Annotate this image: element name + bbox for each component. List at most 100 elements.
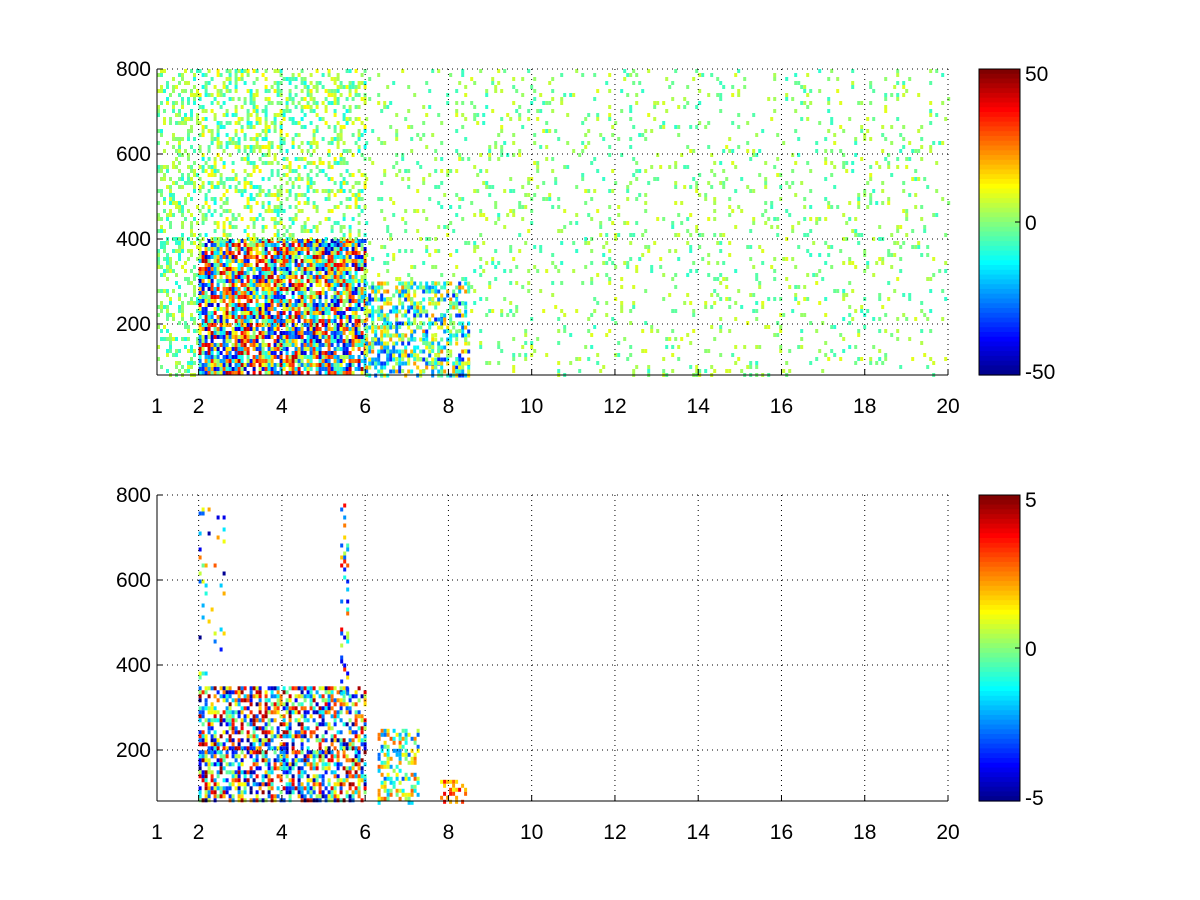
- heatmap-cell: [333, 181, 337, 185]
- heatmap-cell: [905, 157, 909, 161]
- heatmap-cell: [309, 229, 313, 233]
- heatmap-cell: [713, 217, 717, 221]
- heatmap-cell: [342, 315, 346, 319]
- heatmap-cell: [324, 351, 328, 355]
- heatmap-cell: [351, 275, 355, 279]
- heatmap-cell: [333, 97, 337, 101]
- heatmap-cell: [851, 169, 855, 173]
- heatmap-cell: [216, 279, 220, 283]
- heatmap-cell: [386, 229, 390, 233]
- heatmap-cell: [282, 259, 286, 263]
- heatmap-cell: [160, 101, 163, 105]
- heatmap-cell: [252, 347, 256, 351]
- heatmap-cell: [881, 133, 885, 137]
- colorbar-swatch: [979, 207, 1020, 214]
- heatmap-cell: [518, 105, 522, 109]
- heatmap-cell: [243, 229, 247, 233]
- heatmap-cell: [425, 361, 429, 366]
- heatmap-cells: [198, 503, 468, 805]
- heatmap-cell: [228, 363, 232, 367]
- heatmap-cell: [198, 255, 202, 259]
- heatmap-cell: [620, 109, 624, 113]
- heatmap-cell: [181, 153, 184, 157]
- heatmap-cell: [345, 161, 349, 165]
- heatmap-cell: [201, 299, 205, 303]
- heatmap-cell: [494, 205, 498, 209]
- heatmap-cell: [449, 301, 453, 305]
- heatmap-cell: [455, 293, 459, 297]
- heatmap-cell: [243, 347, 247, 351]
- heatmap-cell: [572, 93, 576, 97]
- colorbar-swatch: [979, 73, 1020, 80]
- heatmap-cell: [635, 365, 639, 369]
- heatmap-cell: [198, 363, 202, 367]
- heatmap-cell: [351, 193, 355, 197]
- heatmap-cell: [371, 281, 375, 286]
- heatmap-cell: [213, 169, 217, 173]
- heatmap-cell: [246, 89, 250, 93]
- heatmap-cell: [437, 325, 441, 330]
- heatmap-cell: [303, 247, 307, 251]
- heatmap-cell: [178, 73, 181, 77]
- heatmap-cell: [234, 335, 238, 339]
- heatmap-cell: [222, 359, 226, 363]
- heatmap-cell: [752, 221, 756, 225]
- heatmap-cell: [794, 81, 798, 85]
- heatmap-cell: [213, 355, 217, 359]
- heatmap-cell: [228, 243, 232, 247]
- heatmap-cell: [389, 197, 393, 201]
- heatmap-cell: [336, 247, 340, 251]
- heatmap-cell: [222, 283, 226, 287]
- heatmap-cell: [258, 133, 262, 137]
- heatmap-cell: [500, 129, 504, 133]
- heatmap-cell: [315, 355, 319, 359]
- heatmap-cell: [363, 351, 367, 355]
- heatmap-cell: [383, 361, 387, 366]
- heatmap-cell: [512, 141, 516, 145]
- heatmap-cell: [440, 337, 444, 342]
- heatmap-cell: [228, 339, 232, 343]
- heatmap-cell: [318, 359, 322, 363]
- heatmap-cell: [318, 81, 322, 85]
- heatmap-cell: [336, 77, 340, 81]
- heatmap-cell: [542, 181, 546, 185]
- heatmap-cell: [419, 337, 423, 342]
- heatmap-cell: [204, 355, 208, 359]
- heatmap-cell: [488, 153, 492, 157]
- heatmap-cell: [181, 365, 184, 369]
- heatmap-cell: [181, 309, 184, 313]
- heatmap-cell: [357, 137, 361, 141]
- heatmap-cell: [222, 93, 226, 97]
- heatmap-cell: [264, 133, 268, 137]
- heatmap-cell: [315, 311, 319, 315]
- heatmap-cell: [374, 357, 378, 362]
- heatmap-cell: [339, 355, 343, 359]
- heatmap-cell: [207, 295, 211, 299]
- heatmap-cell: [231, 169, 235, 173]
- heatmap-cell: [282, 225, 286, 229]
- heatmap-cell: [803, 101, 807, 105]
- heatmap-cell: [485, 185, 489, 189]
- heatmap-cell: [318, 295, 322, 299]
- heatmap-cell: [258, 239, 262, 243]
- heatmap-cell: [599, 133, 603, 137]
- heatmap-cell: [276, 311, 280, 315]
- heatmap-cell: [234, 185, 238, 189]
- heatmap-cell: [225, 263, 229, 267]
- heatmap-cell: [184, 197, 187, 201]
- heatmap-cell: [252, 197, 256, 201]
- heatmap-cell: [878, 329, 882, 333]
- heatmap-cell: [204, 315, 208, 319]
- heatmap-cell: [246, 255, 250, 259]
- heatmap-cell: [273, 243, 277, 247]
- heatmap-cell: [605, 301, 609, 305]
- heatmap-cell: [318, 299, 322, 303]
- heatmap-cell: [404, 281, 408, 286]
- heatmap-cell: [695, 189, 699, 193]
- heatmap-cell: [380, 369, 384, 374]
- heatmap-cell: [524, 333, 528, 337]
- heatmap-cell: [276, 197, 280, 201]
- heatmap-cell: [172, 313, 175, 317]
- heatmap-cell: [758, 149, 762, 153]
- heatmap-cell: [524, 205, 528, 209]
